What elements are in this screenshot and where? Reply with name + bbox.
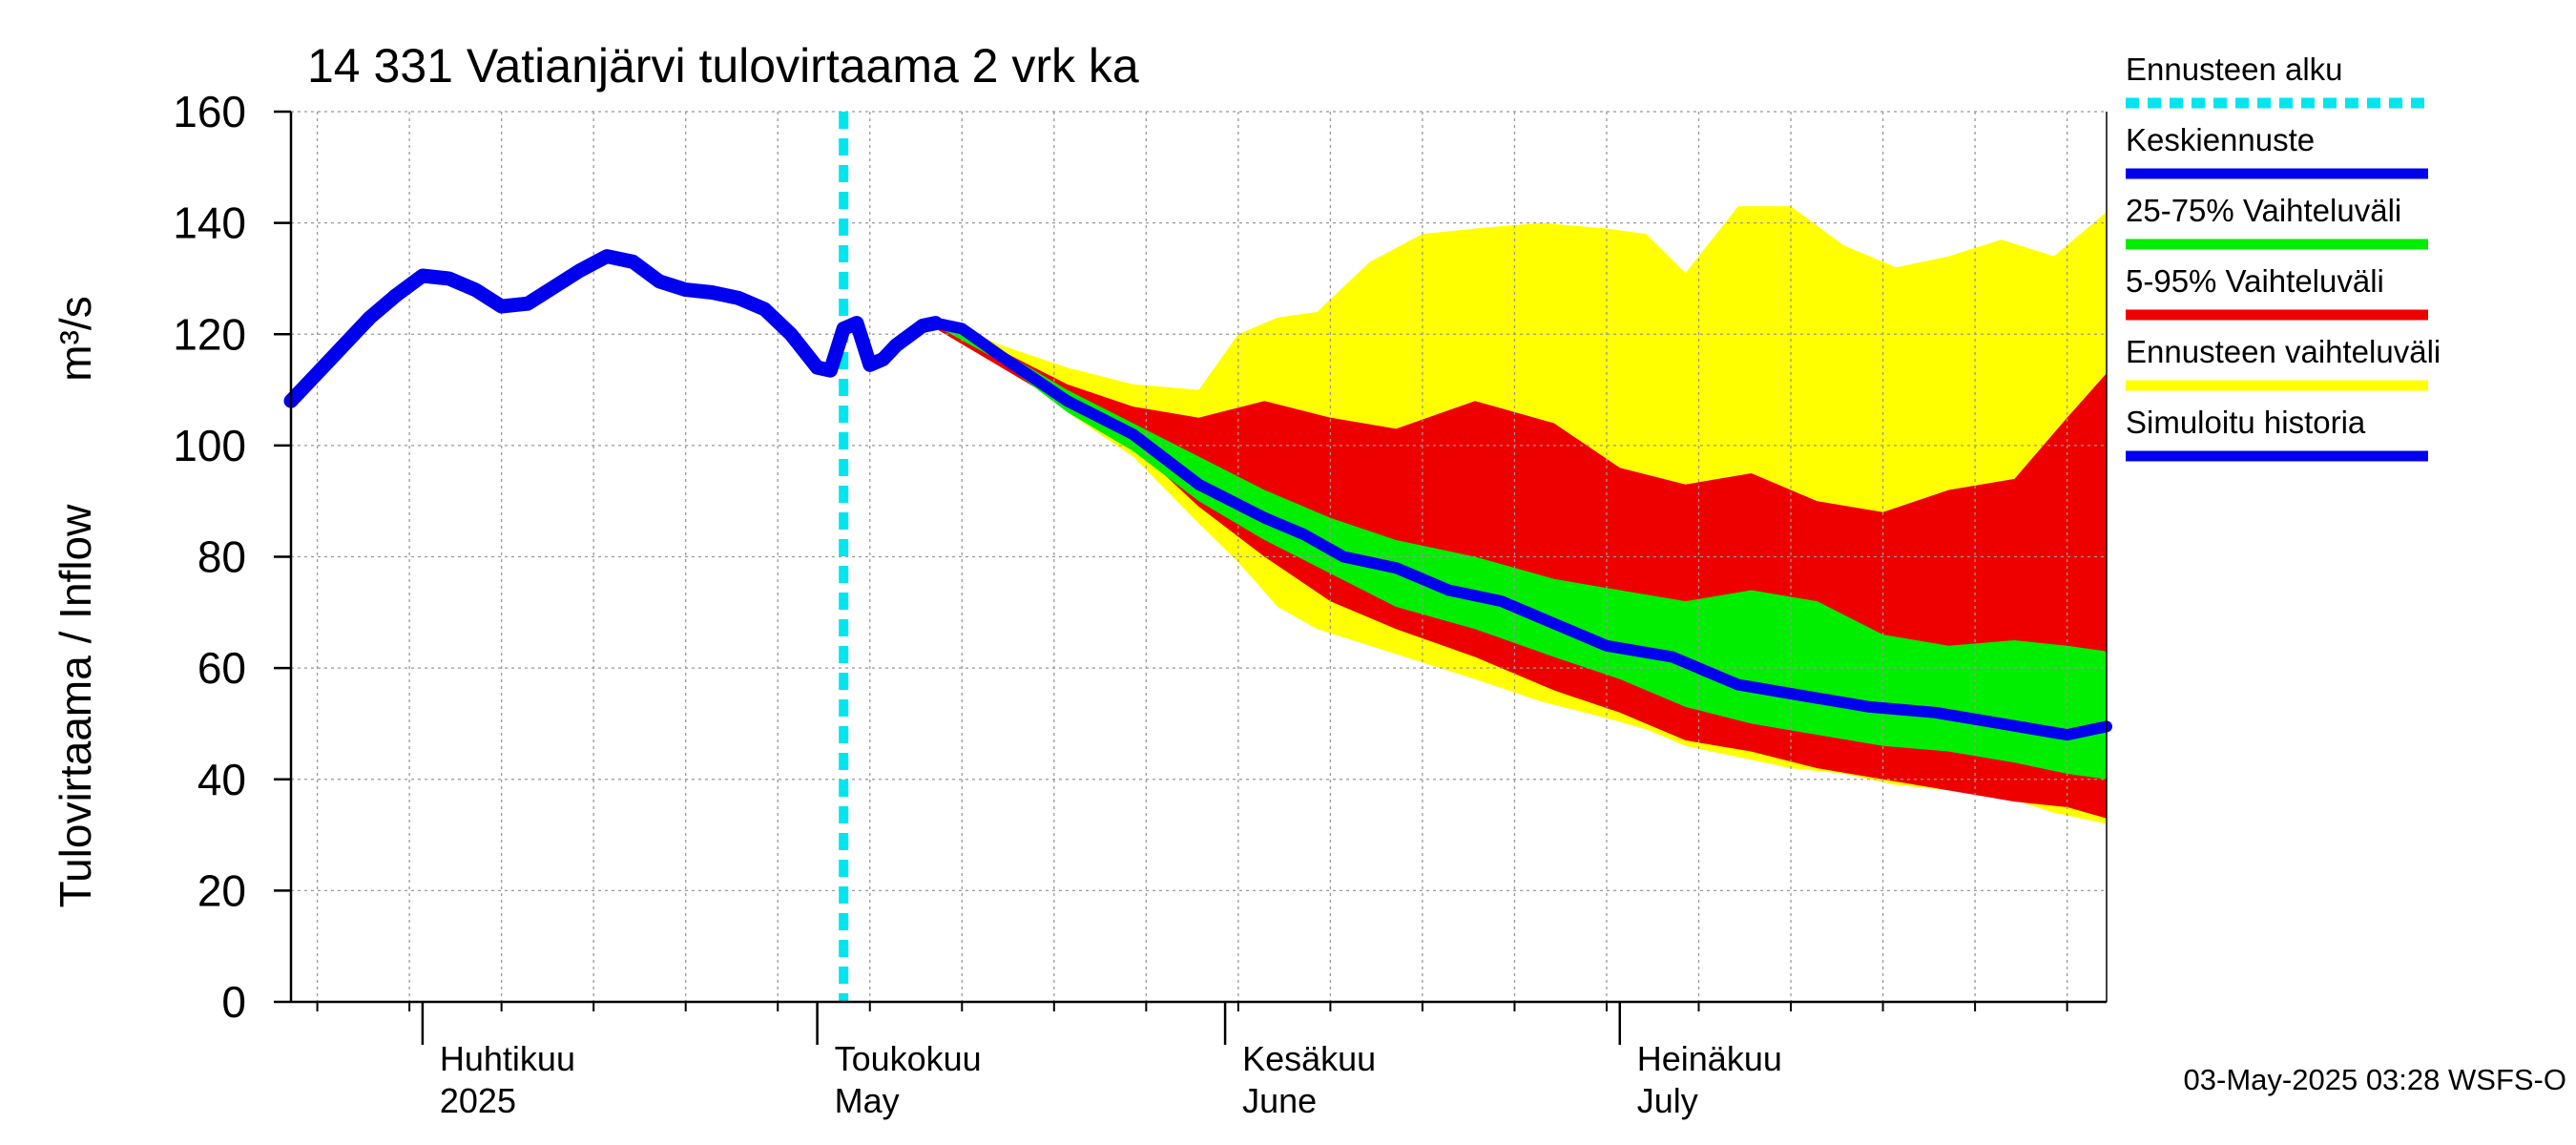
timestamp: 03-May-2025 03:28 WSFS-O xyxy=(2184,1063,2566,1096)
legend-label-4: Ennusteen vaihteluväli xyxy=(2126,334,2441,369)
y-tick-label-2: 40 xyxy=(197,755,246,804)
y-tick-label-6: 120 xyxy=(173,309,246,359)
y-tick-label-8: 160 xyxy=(173,87,246,136)
month-label-en-2: June xyxy=(1242,1081,1317,1120)
y-tick-label-7: 140 xyxy=(173,198,246,248)
month-label-fi-1: Toukokuu xyxy=(835,1039,982,1078)
month-label-en-1: May xyxy=(835,1081,900,1120)
y-tick-label-0: 0 xyxy=(221,977,246,1027)
month-label-en-0: 2025 xyxy=(440,1081,516,1120)
y-axis-label: Tulovirtaama / Inflow xyxy=(51,504,100,907)
y-tick-label-3: 60 xyxy=(197,643,246,693)
series-history-line xyxy=(283,249,944,408)
y-axis-unit: m³/s xyxy=(51,296,100,381)
month-label-en-3: July xyxy=(1637,1081,1698,1120)
legend-label-3: 5-95% Vaihteluväli xyxy=(2126,263,2384,299)
chart-title: 14 331 Vatianjärvi tulovirtaama 2 vrk ka xyxy=(307,39,1139,93)
legend-label-0: Ennusteen alku xyxy=(2126,52,2343,87)
month-label-fi-3: Heinäkuu xyxy=(1637,1039,1782,1078)
series-lines xyxy=(283,112,2112,1002)
month-label-fi-2: Kesäkuu xyxy=(1242,1039,1376,1078)
axes xyxy=(274,110,2108,1045)
y-tick-label-1: 20 xyxy=(197,865,246,915)
band-25-75-vaihteluv-li xyxy=(935,320,2108,780)
series-median-line xyxy=(929,317,2112,741)
legend-label-1: Keskiennuste xyxy=(2126,122,2315,157)
y-tick-label-4: 80 xyxy=(197,532,246,582)
legend-label-2: 25-75% Vaihteluväli xyxy=(2126,193,2401,228)
y-tick-labels: 0 20 40 60 80 100 120 140 160 xyxy=(173,87,246,1027)
gridlines xyxy=(291,111,2107,1003)
y-tick-label-5: 100 xyxy=(173,421,246,470)
legend: Ennusteen alku Keskiennuste 25-75% Vaihtel… xyxy=(2126,52,2441,462)
month-label-fi-0: Huhtikuu xyxy=(440,1039,575,1078)
legend-label-5: Simuloitu historia xyxy=(2126,405,2366,440)
